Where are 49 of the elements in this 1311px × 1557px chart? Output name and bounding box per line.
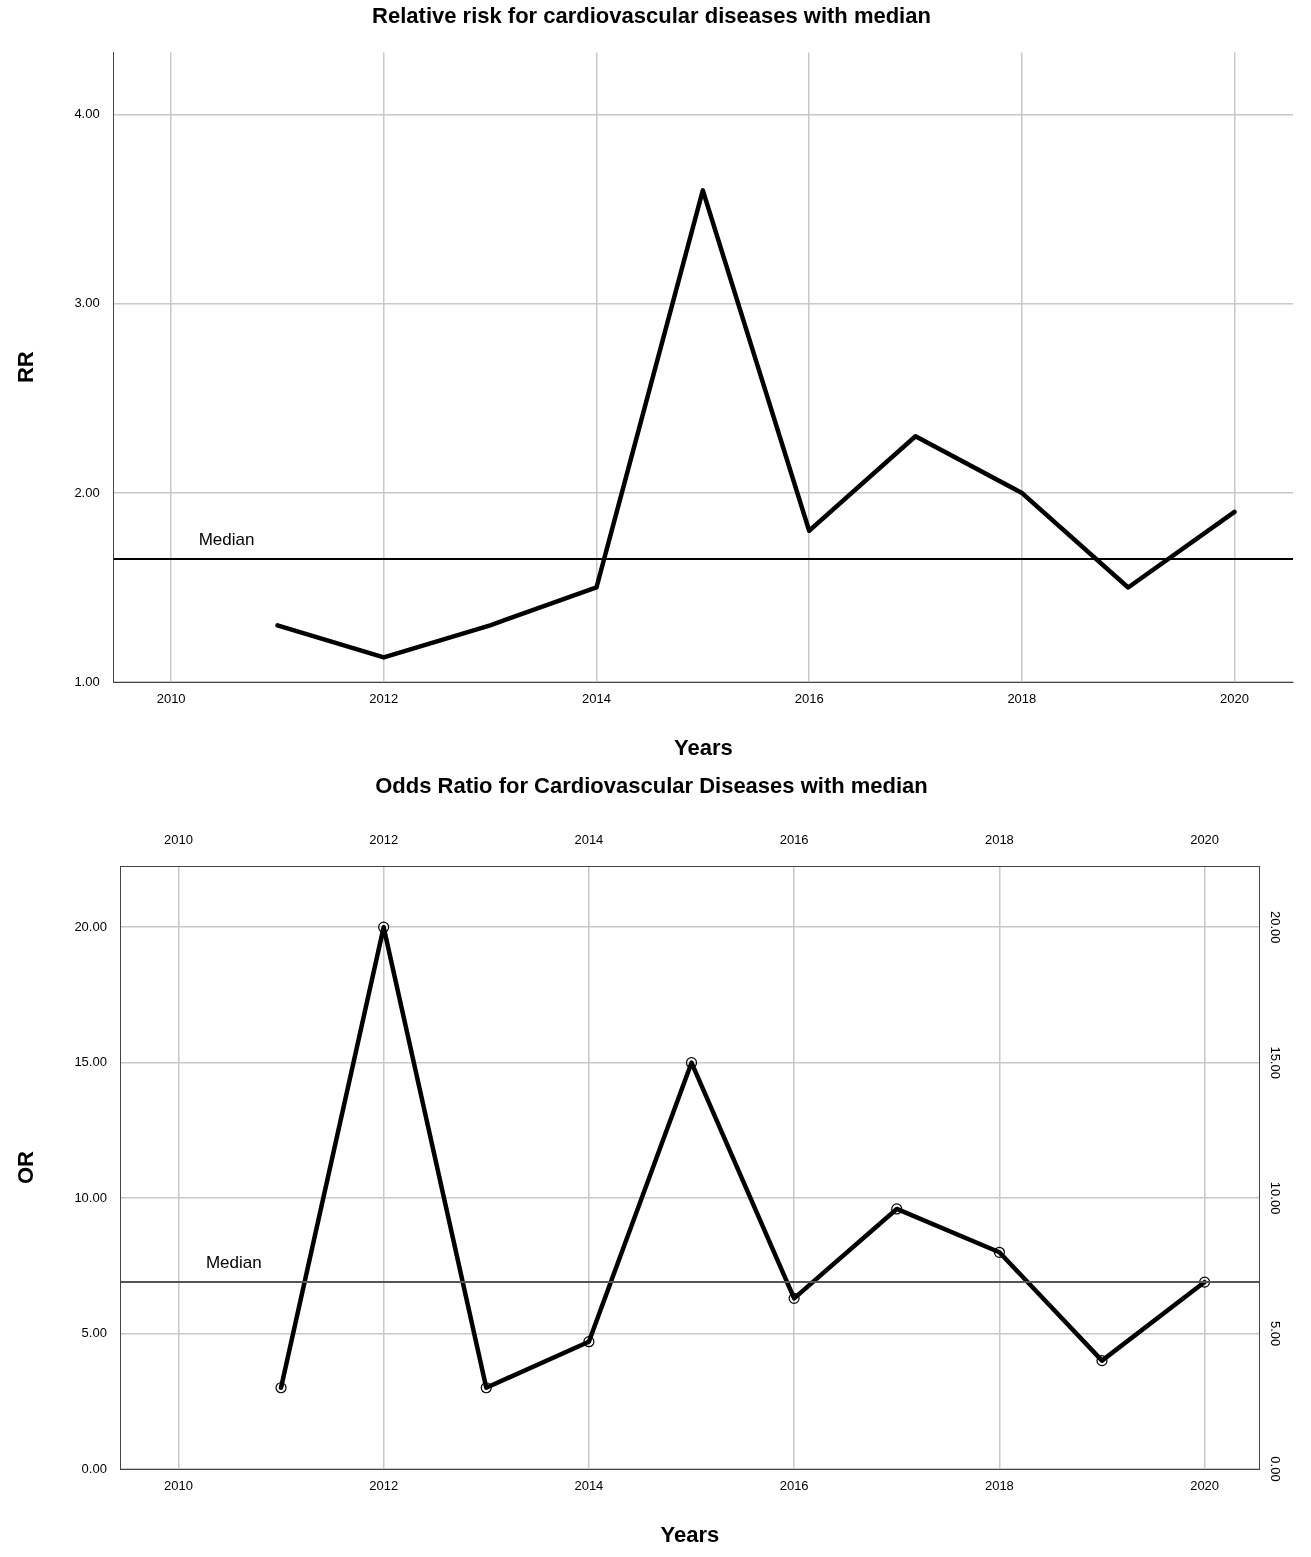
x-axis-title: Years [673, 734, 733, 760]
chart-title: Odds Ratio for Cardiovascular Diseases with median [375, 773, 928, 799]
x-tick-label: 2020 [1220, 691, 1249, 707]
x2-tick-label: 2012 [369, 831, 399, 847]
y2-tick-label: 10.00 [1268, 1181, 1284, 1215]
x-tick-label: 2016 [779, 1478, 809, 1494]
x-tick-label: 2020 [1190, 1478, 1220, 1494]
chart-title: Relative risk for cardiovascular diseases with median [372, 3, 931, 29]
x2-tick-label: 2010 [163, 831, 193, 847]
x2-tick-label: 2016 [779, 831, 809, 847]
y2-tick-label: 0.00 [1268, 1456, 1284, 1482]
y-tick-label: 0.00 [81, 1460, 107, 1476]
y2-tick-label: 20.00 [1268, 910, 1284, 944]
ref-line-label: Median [205, 1253, 262, 1273]
x2-tick-label: 2014 [574, 831, 604, 847]
x-tick-label: 2010 [156, 691, 186, 707]
y-tick-label: 3.00 [74, 295, 100, 311]
point [993, 1246, 1005, 1258]
x-tick-label: 2018 [984, 1478, 1014, 1494]
ref-line-label: Median [198, 530, 255, 550]
y-tick-label: 15.00 [74, 1054, 107, 1070]
y-tick-label: 1.00 [74, 673, 100, 689]
point [1096, 1355, 1108, 1367]
y-axis-title: OR [13, 1150, 39, 1184]
x-tick-label: 2012 [369, 1478, 399, 1494]
x-tick-label: 2018 [1007, 691, 1037, 707]
x-tick-label: 2014 [582, 691, 611, 707]
point [480, 1382, 492, 1394]
y-tick-label: 20.00 [74, 918, 107, 934]
x2-tick-label: 2020 [1190, 831, 1220, 847]
point [1199, 1276, 1211, 1288]
y-tick-label: 5.00 [81, 1325, 107, 1341]
y-tick-label: 4.00 [74, 106, 100, 122]
y-tick-label: 2.00 [74, 484, 100, 500]
x2-tick-label: 2018 [984, 831, 1014, 847]
x-tick-label: 2012 [369, 691, 399, 707]
x-tick-label: 2014 [574, 1478, 604, 1494]
y-axis-title: RR [13, 351, 39, 384]
x-tick-label: 2016 [794, 691, 824, 707]
point [788, 1292, 800, 1304]
y2-tick-label: 15.00 [1268, 1046, 1284, 1079]
y-tick-label: 10.00 [74, 1189, 107, 1205]
point [891, 1203, 903, 1215]
x-axis-title: Years [660, 1521, 720, 1547]
point [378, 921, 390, 933]
x-tick-label: 2010 [163, 1478, 193, 1494]
y2-tick-label: 5.00 [1268, 1320, 1284, 1347]
point [275, 1382, 287, 1394]
point [583, 1336, 595, 1348]
